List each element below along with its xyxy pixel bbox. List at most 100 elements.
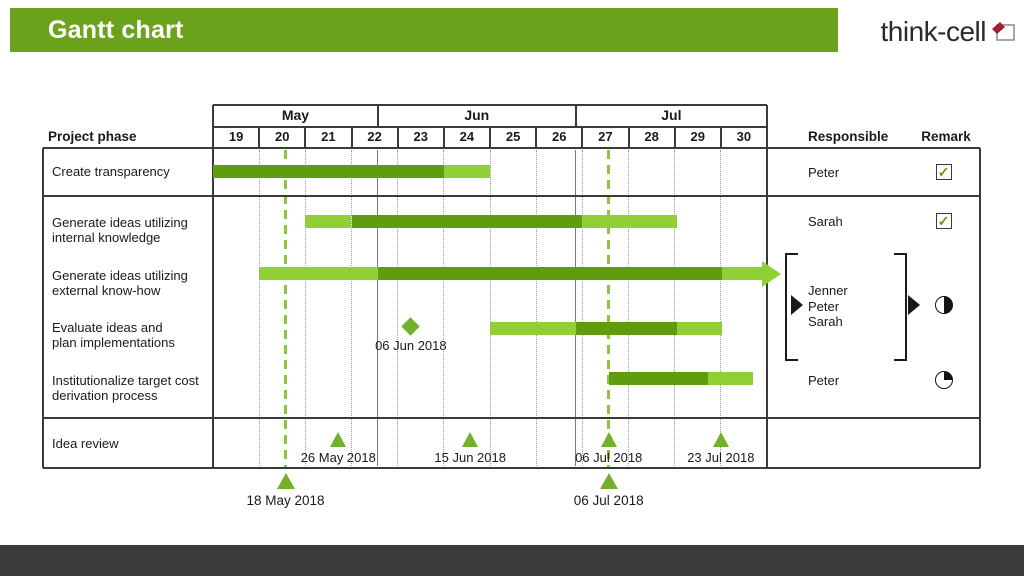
gantt-bar-segment [676,322,722,335]
group-pointer-left-icon [791,295,803,315]
week-separator [535,127,538,148]
gantt-bar-segment [490,322,576,335]
table-line-vertical [979,148,981,468]
gantt-bar-segment [575,322,677,335]
week-separator [396,127,399,148]
group-pointer-right-icon [908,295,920,315]
gantt-bar-segment [707,372,754,385]
phase-label: internal knowledge [52,229,161,245]
table-line-horizontal [43,417,980,419]
remark-checkbox-checked-icon: ✓ [935,212,952,229]
week-separator [258,127,261,148]
think-cell-logo: think-cell [850,12,1016,52]
group-bracket-right [894,253,907,361]
week-gridline [258,150,260,466]
gantt-bar-segment [608,372,708,385]
phase-label: derivation process [52,387,158,403]
table-line-horizontal [43,467,980,469]
week-gridline [720,150,722,466]
review-marker-triangle [330,432,347,447]
column-header-responsible: Responsible [808,129,889,144]
group-responsible-name: Sarah [808,314,843,329]
week-gridline [628,150,629,466]
gantt-bar-segment [721,267,763,280]
group-responsible-name: Peter [808,298,840,314]
month-separator [376,105,379,127]
week-separator [627,127,630,148]
gantt-bar-segment [351,215,583,228]
week-label: 27 [598,129,613,144]
week-separator [581,127,584,148]
responsible-label: Peter [808,164,840,180]
timeline-dashed-line [607,150,611,468]
gantt-bar-segment [443,165,490,178]
review-marker-label: 23 Jul 2018 [687,450,755,465]
week-separator [442,127,445,148]
week-separator [673,127,676,148]
baseline-marker-triangle [599,473,618,489]
week-label: 26 [552,129,567,144]
group-responsible-name: Jenner [808,283,848,298]
gantt-bar-segment [305,215,352,228]
baseline-marker-label: 18 May 2018 [246,493,325,508]
week-gridline [489,150,491,466]
week-gridline [351,150,352,466]
month-label: Jun [464,107,490,123]
week-label: 21 [321,129,336,144]
week-label: 22 [367,129,382,144]
week-gridline [443,150,445,466]
week-label: 19 [228,129,244,144]
review-marker-label: 26 May 2018 [300,450,376,465]
week-label: 25 [505,129,521,144]
week-separator [350,127,353,148]
week-separator [719,127,722,148]
week-label: 24 [459,129,475,144]
baseline-marker-label: 06 Jul 2018 [573,493,644,508]
group-bracket-left [785,253,798,361]
week-gridline [581,150,583,466]
table-line-horizontal [43,147,980,149]
baseline-marker-triangle [276,473,295,489]
week-gridline [535,150,537,466]
table-line-vertical [766,105,768,468]
gantt-bar-segment [259,267,378,280]
column-header-remark: Remark [921,129,971,144]
gantt-bar-segment [582,215,677,228]
phase-label: Create transparency [52,164,170,179]
slide-title-bar: Gantt chart [10,8,838,52]
remark-harvey-ball-25-icon [934,370,953,389]
phase-label: Evaluate ideas and [52,320,163,335]
table-line-vertical [212,105,214,468]
remark-checkbox-checked-icon: ✓ [935,163,952,180]
month-boundary-line [377,150,379,466]
phase-label: Institutionalize target cost [52,372,199,388]
phase-label: plan implementations [52,335,175,350]
review-marker-triangle [712,432,729,447]
phase-label: external know-how [52,282,161,298]
week-gridline [397,150,399,466]
logo-text: think-cell [880,16,987,47]
review-marker-triangle [462,432,479,447]
week-label: 30 [736,129,752,144]
gantt-bar-segment [213,165,444,178]
month-label: May [281,107,310,123]
month-separator [574,105,577,127]
table-line-vertical [42,148,44,468]
table-line-horizontal [43,195,980,197]
table-line-horizontal [213,104,767,106]
milestone-diamond [401,317,420,336]
milestone-label: 06 Jun 2018 [375,338,447,353]
week-gridline [674,150,676,466]
responsible-label: Peter [808,372,840,388]
phase-label: Generate ideas utilizing [52,267,188,283]
gantt-bar-segment [377,267,722,280]
week-label: 23 [413,129,428,144]
week-label: 29 [690,129,705,144]
remark-harvey-ball-50-icon [934,295,953,314]
week-label: 28 [644,129,659,144]
week-gridline [304,150,306,466]
week-separator [304,127,307,148]
month-label: Jul [661,107,682,123]
